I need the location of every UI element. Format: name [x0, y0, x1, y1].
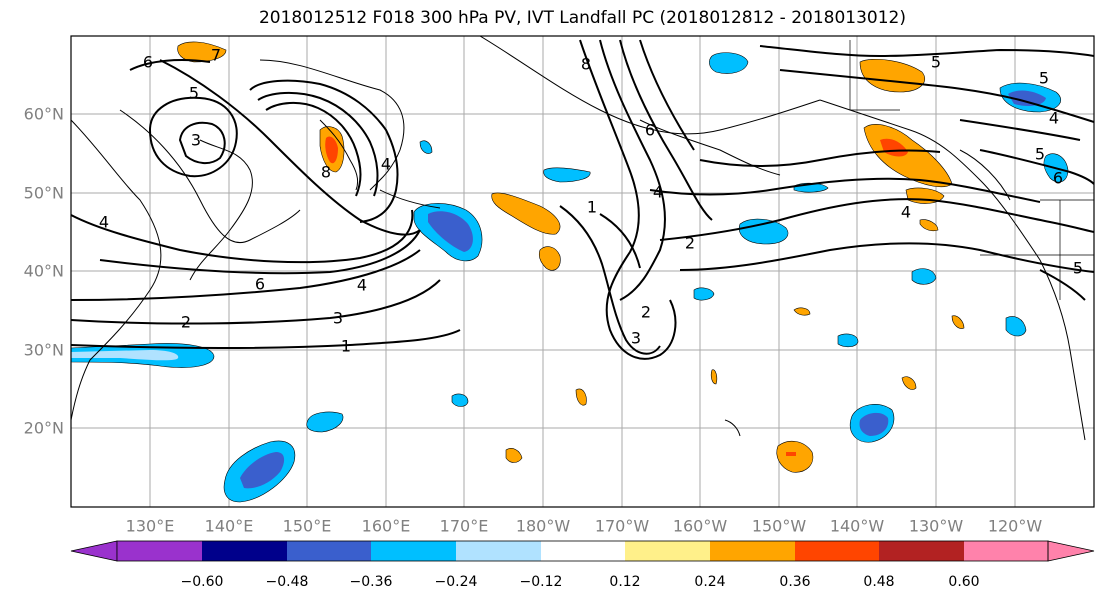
- latitude-labels: 60°N 50°N 40°N 30°N 20°N: [24, 105, 64, 438]
- colorbar-tick-label: 0.12: [609, 574, 640, 590]
- lat-label-20n: 20°N: [24, 419, 64, 438]
- colorbar-tick-label: −0.36: [350, 574, 393, 590]
- lon-label: 130°E: [126, 517, 175, 536]
- contour-label: 2: [181, 313, 191, 332]
- lon-label: 130°W: [909, 517, 964, 536]
- pv-fill-patches: [71, 41, 1069, 503]
- map-frame: [70, 35, 1095, 508]
- colorbar-extend-high: [1047, 540, 1095, 562]
- contour-label: 3: [191, 131, 201, 150]
- lon-label: 160°E: [362, 517, 411, 536]
- contour-label: 3: [333, 309, 343, 328]
- lat-label-40n: 40°N: [24, 262, 64, 281]
- contour-label: 4: [653, 183, 663, 202]
- neg-patch-mid: [306, 411, 344, 433]
- contour-label: 7: [211, 46, 221, 65]
- contour-label: 4: [99, 213, 109, 232]
- contour-label: 2: [641, 303, 651, 322]
- colorbar: −0.60 −0.48 −0.36 −0.24 −0.12 0.12 0.24 …: [70, 540, 1095, 590]
- lon-label: 120°W: [988, 517, 1043, 536]
- colorbar-segment: [287, 541, 371, 561]
- contour-label: 8: [321, 163, 331, 182]
- contour-label: 4: [357, 276, 367, 295]
- contour-label: 5: [189, 84, 199, 103]
- colorbar-tick-label: −0.48: [266, 574, 309, 590]
- contour-labels: 6 7 5 3 8 4 4 6 4 3 1 2 8 6 4 2 1 3 2 5 …: [99, 46, 1083, 356]
- lon-label: 140°E: [205, 517, 254, 536]
- colorbar-tick-label: −0.24: [435, 574, 478, 590]
- lon-label: 170°W: [595, 517, 650, 536]
- pv-contours: [71, 39, 1094, 360]
- contour-label: 6: [1053, 169, 1063, 188]
- map-title: 2018012512 F018 300 hPa PV, IVT Landfall…: [258, 8, 906, 28]
- colorbar-segment: [964, 541, 1048, 561]
- contour-label: 5: [1073, 259, 1083, 278]
- contour-label: 6: [255, 275, 265, 294]
- colorbar-segment: [541, 541, 625, 561]
- colorbar-tick-label: −0.12: [520, 574, 563, 590]
- lat-label-30n: 30°N: [24, 341, 64, 360]
- lon-label: 170°E: [440, 517, 489, 536]
- colorbar-tick-label: 0.48: [863, 574, 894, 590]
- pos-patch-north-pacific: [491, 192, 561, 235]
- contour-label: 4: [1049, 109, 1059, 128]
- lon-label: 150°E: [283, 517, 332, 536]
- contour-label: 5: [1035, 145, 1045, 164]
- colorbar-tick-label: 0.36: [779, 574, 810, 590]
- contour-label: 6: [143, 53, 153, 72]
- lon-label: 180°W: [516, 517, 571, 536]
- contour-label: 4: [901, 203, 911, 222]
- contour-label: 3: [631, 329, 641, 348]
- lat-label-60n: 60°N: [24, 105, 64, 124]
- contour-label: 8: [581, 55, 591, 74]
- colorbar-segment: [879, 541, 964, 561]
- colorbar-segment: [202, 541, 287, 561]
- colorbar-extend-low: [70, 540, 118, 562]
- lat-label-50n: 50°N: [24, 184, 64, 203]
- colorbar-segment: [371, 541, 456, 561]
- lon-label: 150°W: [752, 517, 807, 536]
- contour-label: 6: [645, 121, 655, 140]
- colorbar-segment: [795, 541, 879, 561]
- contour-label: 5: [931, 53, 941, 72]
- contour-label: 4: [381, 155, 391, 174]
- contour-label: 2: [685, 234, 695, 253]
- contour-label: 1: [341, 337, 351, 356]
- contour-label: 5: [1039, 69, 1049, 88]
- colorbar-segment: [456, 541, 541, 561]
- colorbar-segment: [710, 541, 795, 561]
- colorbar-tick-label: −0.60: [181, 574, 224, 590]
- longitude-labels: 130°E 140°E 150°E 160°E 170°E 180°W 170°…: [126, 517, 1043, 536]
- lon-label: 160°W: [673, 517, 728, 536]
- contour-label: 1: [587, 198, 597, 217]
- colorbar-tick-label: 0.24: [694, 574, 725, 590]
- colorbar-segment: [625, 541, 710, 561]
- lon-label: 140°W: [830, 517, 885, 536]
- colorbar-segment: [117, 541, 202, 561]
- neg-patch-japan-south-core: [240, 452, 285, 489]
- colorbar-tick-label: 0.60: [948, 574, 979, 590]
